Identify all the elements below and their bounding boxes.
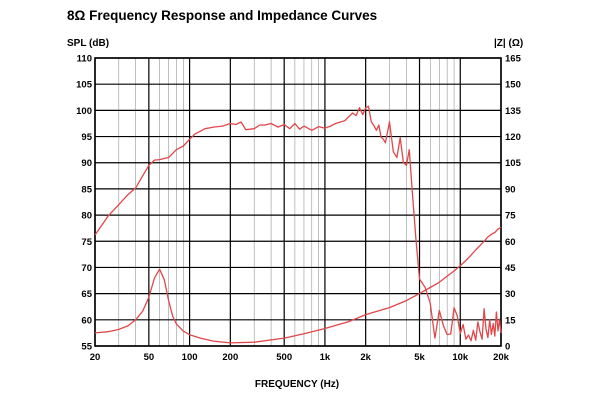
chart-title: 8Ω Frequency Response and Impedance Curv…: [67, 8, 377, 23]
y-tick-label-left: 80: [81, 211, 92, 222]
y-tick-label-right: 60: [505, 237, 516, 248]
plot-frame: [94, 57, 502, 347]
y-tick-label-left: 55: [81, 342, 92, 353]
x-tick-label: 5k: [414, 352, 425, 363]
y-tick-label-left: 95: [81, 132, 92, 143]
y-tick-label-left: 65: [81, 289, 92, 300]
y-axis-left-label: SPL (dB): [67, 38, 109, 49]
impedance-curve: [94, 226, 502, 344]
y-tick-label-right: 30: [505, 289, 516, 300]
y-tick-label-right: 135: [505, 106, 522, 117]
x-tick-label: 10k: [452, 352, 469, 363]
y-tick-label-left: 85: [81, 184, 92, 195]
x-axis-label: FREQUENCY (Hz): [255, 379, 339, 390]
y-tick-label-left: 110: [77, 54, 92, 65]
x-tick-label: 1k: [320, 352, 331, 363]
y-tick-label-right: 120: [505, 132, 521, 143]
y-tick-label-left: 105: [76, 80, 93, 91]
y-tick-label-right: 45: [505, 263, 516, 274]
x-tick-label: 500: [276, 352, 292, 363]
plot-area: 20 50 100 200 500 1k 2k 5k 10k 20k 110 105 100 95 90 85…: [76, 54, 521, 364]
x-tick-label: 2k: [360, 352, 371, 363]
y-tick-label-left: 70: [81, 263, 92, 274]
y-tick-label-right: 105: [505, 158, 522, 169]
y-tick-label-right: 75: [505, 211, 516, 222]
x-tick-label: 50: [144, 352, 155, 363]
y-tick-label-right: 15: [505, 315, 516, 326]
x-tick-label: 100: [182, 352, 198, 363]
y-tick-label-right: 165: [505, 54, 522, 65]
spl-curve: [94, 105, 502, 342]
y-tick-label-left: 60: [81, 315, 92, 326]
y-tick-label-right: 150: [505, 80, 521, 91]
y-tick-label-right: 0: [505, 342, 510, 353]
y-tick-label-right: 90: [505, 184, 516, 195]
y-axis-right-label: |Z| (Ω): [494, 38, 523, 49]
x-tick-label: 20k: [493, 352, 510, 363]
x-tick-label: 200: [222, 352, 238, 363]
y-tick-label-left: 100: [76, 106, 92, 117]
y-tick-label-left: 75: [81, 237, 92, 248]
y-tick-label-left: 90: [81, 158, 92, 169]
x-tick-label: 20: [90, 352, 101, 363]
